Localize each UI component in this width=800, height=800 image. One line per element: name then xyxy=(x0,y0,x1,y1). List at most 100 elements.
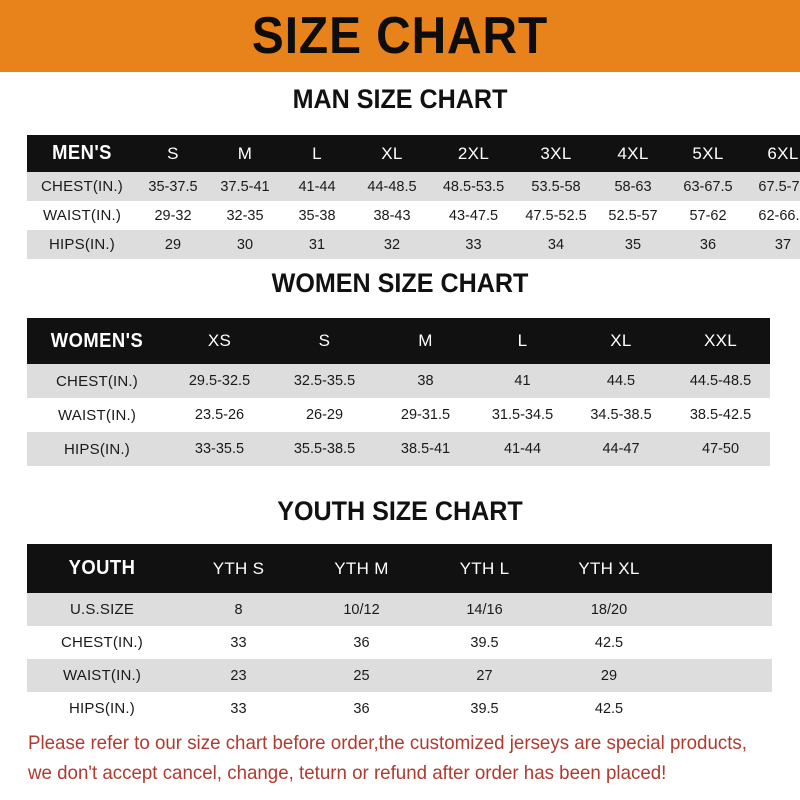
men-size-col-0: S xyxy=(167,143,179,163)
youth-row-0-filler xyxy=(672,593,772,626)
men-r0-c0: 35-37.5 xyxy=(148,178,198,195)
women-row-2-label: HIPS(IN.) xyxy=(64,440,130,458)
youth-r1-c1: 36 xyxy=(353,634,370,651)
women-r0-c3: 41 xyxy=(514,373,531,389)
men-row-2-label: HIPS(IN.) xyxy=(49,236,115,253)
women-row-1-label: WAIST(IN.) xyxy=(57,406,137,424)
women-r0-c4: 44.5 xyxy=(606,373,636,389)
youth-row-3-label: HIPS(IN.) xyxy=(69,700,135,717)
youth-r2-c2: 27 xyxy=(476,667,493,684)
page-header-banner: SIZE CHART xyxy=(0,0,800,72)
women-r0-c5: 44.5-48.5 xyxy=(689,373,752,389)
men-r0-c1: 37.5-41 xyxy=(220,178,270,195)
youth-size-col-2: YTH L xyxy=(459,558,510,578)
men-r0-c3: 44-48.5 xyxy=(367,178,417,195)
youth-row-3-filler xyxy=(672,692,772,725)
men-r2-c3: 32 xyxy=(383,236,401,253)
youth-r0-c3: 18/20 xyxy=(590,601,628,618)
disclaimer-line-1: Please refer to our size chart before or… xyxy=(28,732,747,754)
women-size-col-2: M xyxy=(418,331,433,350)
youth-size-col-1: YTH M xyxy=(334,558,389,578)
youth-r0-c1: 10/12 xyxy=(343,601,380,618)
women-size-col-1: S xyxy=(318,331,331,350)
youth-r3-c2: 39.5 xyxy=(470,700,499,717)
men-r1-c0: 29-32 xyxy=(154,207,192,224)
men-r2-c4: 33 xyxy=(465,236,482,253)
youth-size-col-3: YTH XL xyxy=(578,558,640,578)
women-r1-c3: 31.5-34.5 xyxy=(491,407,554,423)
table-row: HIPS(IN.) 33-35.5 35.5-38.5 38.5-41 41-4… xyxy=(27,432,770,466)
men-size-col-4: 2XL xyxy=(457,143,490,163)
men-r0-c6: 58-63 xyxy=(614,178,652,195)
women-r2-c1: 35.5-38.5 xyxy=(293,441,356,457)
men-size-table: MEN'S S M L XL 2XL 3XL 4XL 5XL 6XL CHEST… xyxy=(27,135,800,259)
men-size-col-2: L xyxy=(312,143,322,163)
men-r0-c8: 67.5-72 xyxy=(758,178,800,195)
youth-r2-c3: 29 xyxy=(600,667,618,684)
table-row: U.S.SIZE 8 10/12 14/16 18/20 xyxy=(27,593,772,626)
table-row: CHEST(IN.) 35-37.5 37.5-41 41-44 44-48.5… xyxy=(27,172,800,201)
youth-r1-c2: 39.5 xyxy=(470,634,499,651)
women-r1-c5: 38.5-42.5 xyxy=(689,407,752,423)
youth-section-title: YOUTH SIZE CHART xyxy=(277,496,523,526)
table-row: CHEST(IN.) 33 36 39.5 42.5 xyxy=(27,626,772,659)
women-size-col-4: XL xyxy=(610,331,632,350)
men-r2-c2: 31 xyxy=(308,236,326,253)
men-header-row: MEN'S S M L XL 2XL 3XL 4XL 5XL 6XL xyxy=(27,135,800,172)
disclaimer-note: Please refer to our size chart before or… xyxy=(28,728,750,788)
youth-r3-c0: 33 xyxy=(230,700,247,717)
youth-size-table: YOUTH YTH S YTH M YTH L YTH XL U.S.SIZE … xyxy=(27,544,772,725)
youth-row-0-label: U.S.SIZE xyxy=(69,601,135,618)
table-row: WAIST(IN.) 29-32 32-35 35-38 38-43 43-47… xyxy=(27,201,800,230)
youth-r1-c0: 33 xyxy=(230,634,247,651)
men-size-col-5: 3XL xyxy=(540,143,572,163)
youth-r3-c1: 36 xyxy=(353,700,370,717)
men-r0-c2: 41-44 xyxy=(298,178,336,195)
men-r1-c3: 38-43 xyxy=(373,207,411,224)
men-size-col-3: XL xyxy=(381,143,403,163)
men-row-0-label: CHEST(IN.) xyxy=(41,178,123,195)
women-size-col-3: L xyxy=(517,331,528,350)
youth-row-1-filler xyxy=(672,626,772,659)
women-r0-c2: 38 xyxy=(417,373,434,389)
men-size-col-7: 5XL xyxy=(692,143,724,163)
table-row: WAIST(IN.) 23.5-26 26-29 29-31.5 31.5-34… xyxy=(27,398,770,432)
disclaimer-line-2: we don't accept cancel, change, teturn o… xyxy=(28,762,667,784)
men-size-col-8: 6XL xyxy=(767,143,799,163)
men-size-table-block: MEN'S S M L XL 2XL 3XL 4XL 5XL 6XL CHEST… xyxy=(27,135,800,259)
men-size-col-6: 4XL xyxy=(617,143,649,163)
youth-size-col-0: YTH S xyxy=(212,558,265,578)
page-title: SIZE CHART xyxy=(251,7,549,65)
men-r1-c7: 57-62 xyxy=(689,207,727,224)
men-r2-c1: 30 xyxy=(236,236,254,253)
youth-header-filler xyxy=(672,544,772,593)
youth-r0-c2: 14/16 xyxy=(466,601,503,618)
women-row-0-label: CHEST(IN.) xyxy=(56,372,138,390)
men-r1-c8: 62-66.5 xyxy=(758,207,800,224)
youth-r0-c0: 8 xyxy=(234,601,243,618)
women-section-title: WOMEN SIZE CHART xyxy=(271,268,529,298)
men-r2-c8: 37 xyxy=(774,236,792,253)
women-header-label: WOMEN'S xyxy=(50,329,144,352)
youth-r1-c3: 42.5 xyxy=(594,634,624,651)
women-size-col-0: XS xyxy=(207,331,232,350)
table-row: CHEST(IN.) 29.5-32.5 32.5-35.5 38 41 44.… xyxy=(27,364,770,398)
women-r1-c1: 26-29 xyxy=(305,407,344,423)
women-r0-c0: 29.5-32.5 xyxy=(188,373,251,389)
men-r0-c4: 48.5-53.5 xyxy=(442,178,505,195)
women-r2-c5: 47-50 xyxy=(701,441,740,457)
women-r2-c2: 38.5-41 xyxy=(400,441,451,457)
men-r2-c0: 29 xyxy=(164,236,182,253)
youth-size-table-block: YOUTH YTH S YTH M YTH L YTH XL U.S.SIZE … xyxy=(27,544,772,725)
youth-r3-c3: 42.5 xyxy=(594,700,624,717)
men-r0-c5: 53.5-58 xyxy=(531,178,581,195)
youth-r2-c0: 23 xyxy=(230,667,247,684)
women-r2-c3: 41-44 xyxy=(503,441,542,457)
men-section-title: MAN SIZE CHART xyxy=(292,84,508,114)
women-size-col-5: XXL xyxy=(703,331,738,350)
youth-row-2-label: WAIST(IN.) xyxy=(62,667,142,684)
women-r2-c0: 33-35.5 xyxy=(194,441,245,457)
youth-row-1-label: CHEST(IN.) xyxy=(61,634,143,651)
women-r1-c4: 34.5-38.5 xyxy=(590,407,652,423)
men-r1-c5: 47.5-52.5 xyxy=(525,207,587,224)
